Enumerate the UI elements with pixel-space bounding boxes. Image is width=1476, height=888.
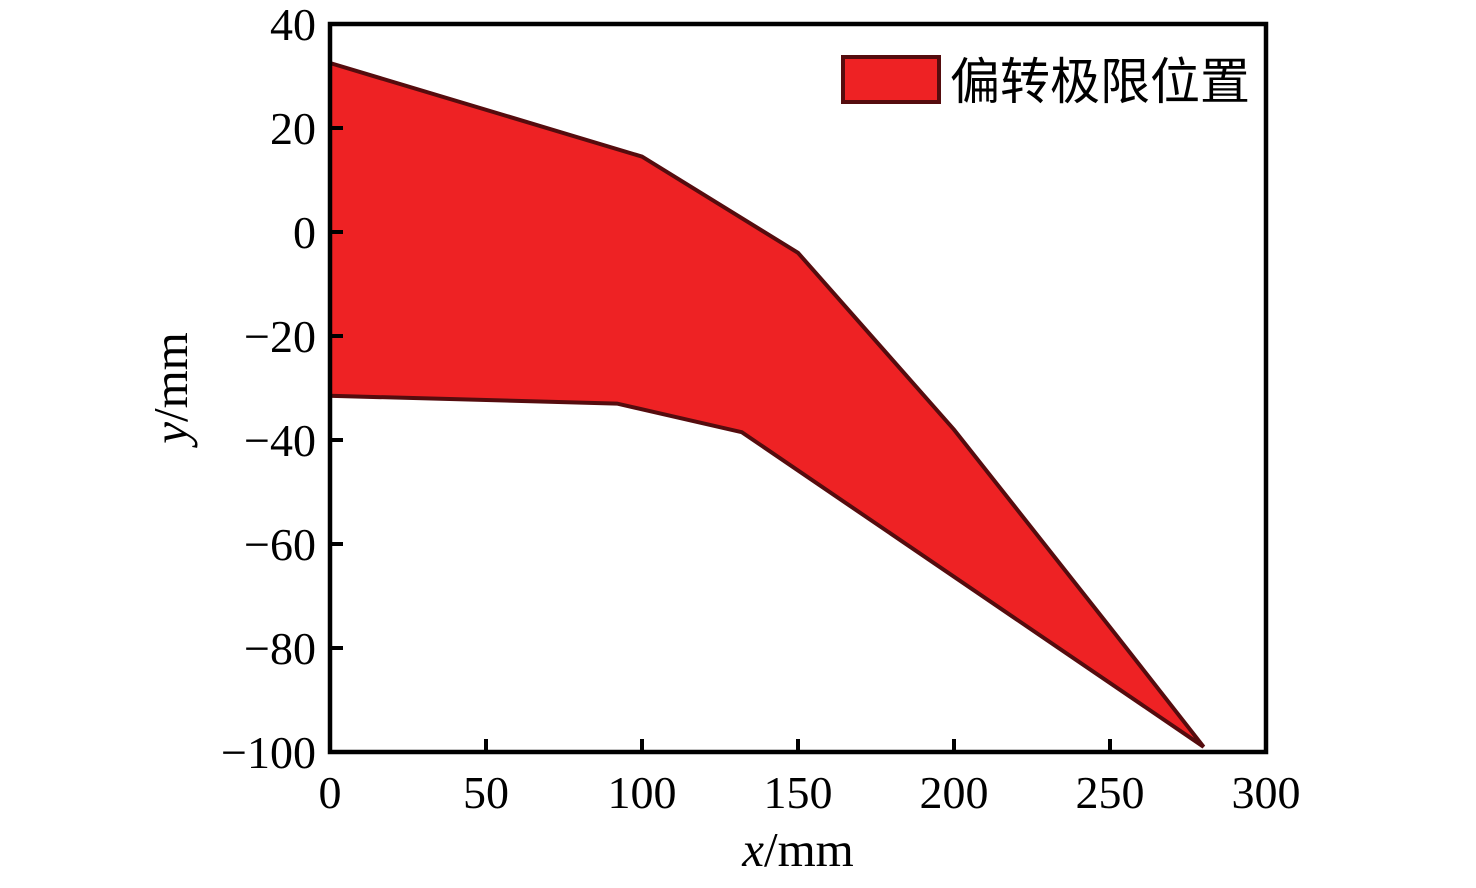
x-tick-label: 250 (1076, 767, 1145, 818)
y-tick-label: −20 (244, 311, 316, 362)
y-tick-label: 40 (270, 0, 316, 50)
y-tick-label: −80 (244, 623, 316, 674)
legend-label: 偏转极限位置 (950, 54, 1250, 110)
y-tick-label: 0 (293, 207, 316, 258)
legend: 偏转极限位置 (841, 54, 1250, 110)
x-tick-label: 200 (920, 767, 989, 818)
x-tick-label: 100 (608, 767, 677, 818)
y-axis-label: y/mm (143, 332, 198, 449)
y-tick-label: −40 (244, 415, 316, 466)
y-tick-label: −60 (244, 519, 316, 570)
x-tick-label: 150 (764, 767, 833, 818)
legend-swatch-icon (841, 55, 941, 104)
x-tick-label: 0 (319, 767, 342, 818)
x-tick-label: 50 (463, 767, 509, 818)
series-layer (328, 60, 1206, 749)
x-axis-label: x/mm (741, 822, 854, 877)
limit-region-polygon (328, 60, 1206, 749)
x-tick-label: 300 (1232, 767, 1301, 818)
y-tick-label: −100 (221, 727, 316, 778)
axes-frame (327, 21, 1269, 755)
y-tick-label: 20 (270, 103, 316, 154)
